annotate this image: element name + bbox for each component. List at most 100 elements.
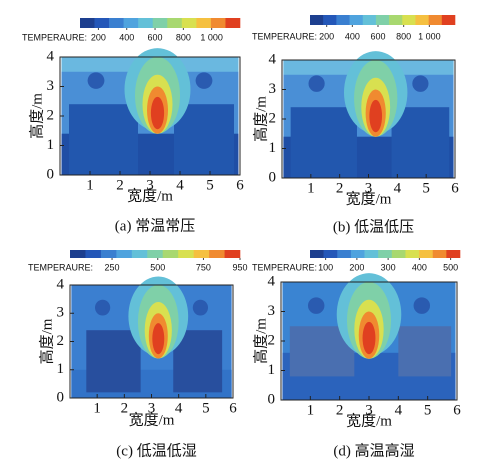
x-tick-label: 1	[86, 177, 94, 193]
y-tick-label: 2	[47, 107, 55, 123]
colorbar-tick-label: 400	[412, 262, 427, 272]
obstacle-block	[174, 104, 234, 175]
x-tick-label: 3	[365, 402, 373, 418]
colorbar-swatch	[131, 250, 148, 258]
colorbar-swatch	[109, 18, 124, 28]
y-tick-label: 0	[57, 389, 65, 405]
colorbar-swatch	[375, 15, 390, 25]
colorbar-tick-label: 600	[148, 32, 163, 42]
colorbar-swatch	[152, 18, 168, 28]
caption: (a) 常温常压	[115, 217, 195, 234]
plume-zone	[369, 99, 383, 133]
obstacle-circle	[413, 297, 431, 314]
caption: (d) 高温高湿	[333, 442, 414, 459]
colorbar-tick-label: 1 000	[418, 31, 441, 41]
caption: (c) 低温低湿	[116, 442, 196, 459]
colorbar-swatch	[196, 18, 212, 28]
x-tick-label: 5	[422, 180, 430, 196]
y-axis-label: 高度/m	[28, 93, 45, 139]
colorbar-swatch	[70, 250, 86, 258]
x-tick-label: 5	[202, 400, 210, 416]
colorbar-swatch	[225, 18, 241, 28]
y-axis-label: 高度/m	[252, 318, 269, 364]
x-axis-label: 宽度/m	[127, 187, 173, 204]
y-axis-label: 高度/m	[38, 318, 55, 364]
colorbar-swatch	[85, 250, 102, 258]
obstacle-circle	[412, 75, 429, 92]
colorbar-swatch	[337, 250, 352, 258]
y-tick-label: 4	[269, 51, 277, 67]
x-axis-label: 宽度/m	[346, 412, 392, 429]
x-axis-label: 宽度/m	[346, 190, 392, 207]
colorbar-swatch	[162, 250, 179, 258]
colorbar-swatch	[310, 250, 324, 258]
x-tick-label: 1	[307, 402, 315, 418]
y-tick-label: 3	[47, 78, 55, 94]
y-tick-label: 2	[268, 332, 276, 348]
colorbar-swatch	[178, 250, 194, 258]
y-tick-label: 3	[269, 81, 277, 97]
colorbar-swatch	[378, 250, 393, 258]
colorbar-tick-label: 750	[196, 262, 211, 272]
colorbar-swatch	[193, 250, 210, 258]
colorbar-swatch	[391, 250, 406, 258]
colorbar-swatch	[415, 15, 429, 25]
colorbar-swatch	[138, 18, 154, 28]
obstacle-block	[391, 107, 450, 178]
obstacle-circle	[94, 299, 111, 316]
colorbar-swatch	[441, 15, 456, 25]
y-tick-label: 4	[268, 273, 276, 289]
colorbar-swatch	[167, 18, 183, 28]
obstacle-block	[290, 107, 357, 178]
colorbar-swatch	[349, 15, 364, 25]
obstacle-circle	[87, 72, 105, 89]
plume-zone	[150, 96, 165, 130]
obstacle-circle	[308, 75, 325, 92]
colorbar-tick-label: 100	[318, 262, 333, 272]
x-tick-label: 3	[146, 177, 154, 193]
colorbar-label: TEMPERAURE:	[252, 262, 317, 272]
x-tick-label: 2	[336, 402, 344, 418]
colorbar-swatch	[432, 250, 447, 258]
y-tick-label: 1	[47, 137, 55, 153]
colorbar-tick-label: 800	[396, 31, 411, 41]
colorbar-tick-label: 200	[91, 32, 106, 42]
colorbar-swatch	[405, 250, 420, 258]
colorbar-swatch	[80, 18, 95, 28]
x-tick-label: 1	[93, 400, 101, 416]
x-tick-label: 2	[336, 180, 344, 196]
y-tick-label: 3	[268, 303, 276, 319]
colorbar-swatch	[446, 250, 461, 258]
colorbar-swatch	[419, 250, 434, 258]
colorbar-tick-label: 500	[443, 262, 458, 272]
y-tick-label: 0	[269, 169, 277, 185]
x-tick-label: 5	[424, 402, 432, 418]
x-tick-label: 6	[236, 177, 244, 193]
y-tick-label: 0	[268, 391, 276, 407]
x-tick-label: 3	[365, 180, 373, 196]
plume-zone	[152, 323, 165, 355]
y-tick-label: 2	[269, 110, 277, 126]
y-tick-label: 3	[57, 305, 65, 321]
colorbar-tick-label: 800	[176, 32, 191, 42]
colorbar-swatch	[364, 250, 379, 258]
colorbar-tick-label: 200	[319, 31, 334, 41]
colorbar-swatch	[224, 250, 241, 258]
colorbar-swatch	[209, 250, 225, 258]
x-tick-label: 3	[148, 400, 156, 416]
colorbar-swatch	[323, 250, 338, 258]
colorbar-swatch	[402, 15, 416, 25]
colorbar-swatch	[210, 18, 226, 28]
colorbar-label: TEMPERAURE:	[252, 31, 317, 41]
y-tick-label: 1	[268, 362, 276, 378]
obstacle-block	[86, 330, 141, 393]
colorbar-swatch	[350, 250, 365, 258]
x-tick-label: 4	[395, 402, 403, 418]
colorbar-tick-label: 300	[381, 262, 396, 272]
colorbar-swatch	[147, 250, 164, 258]
x-tick-label: 4	[394, 180, 402, 196]
